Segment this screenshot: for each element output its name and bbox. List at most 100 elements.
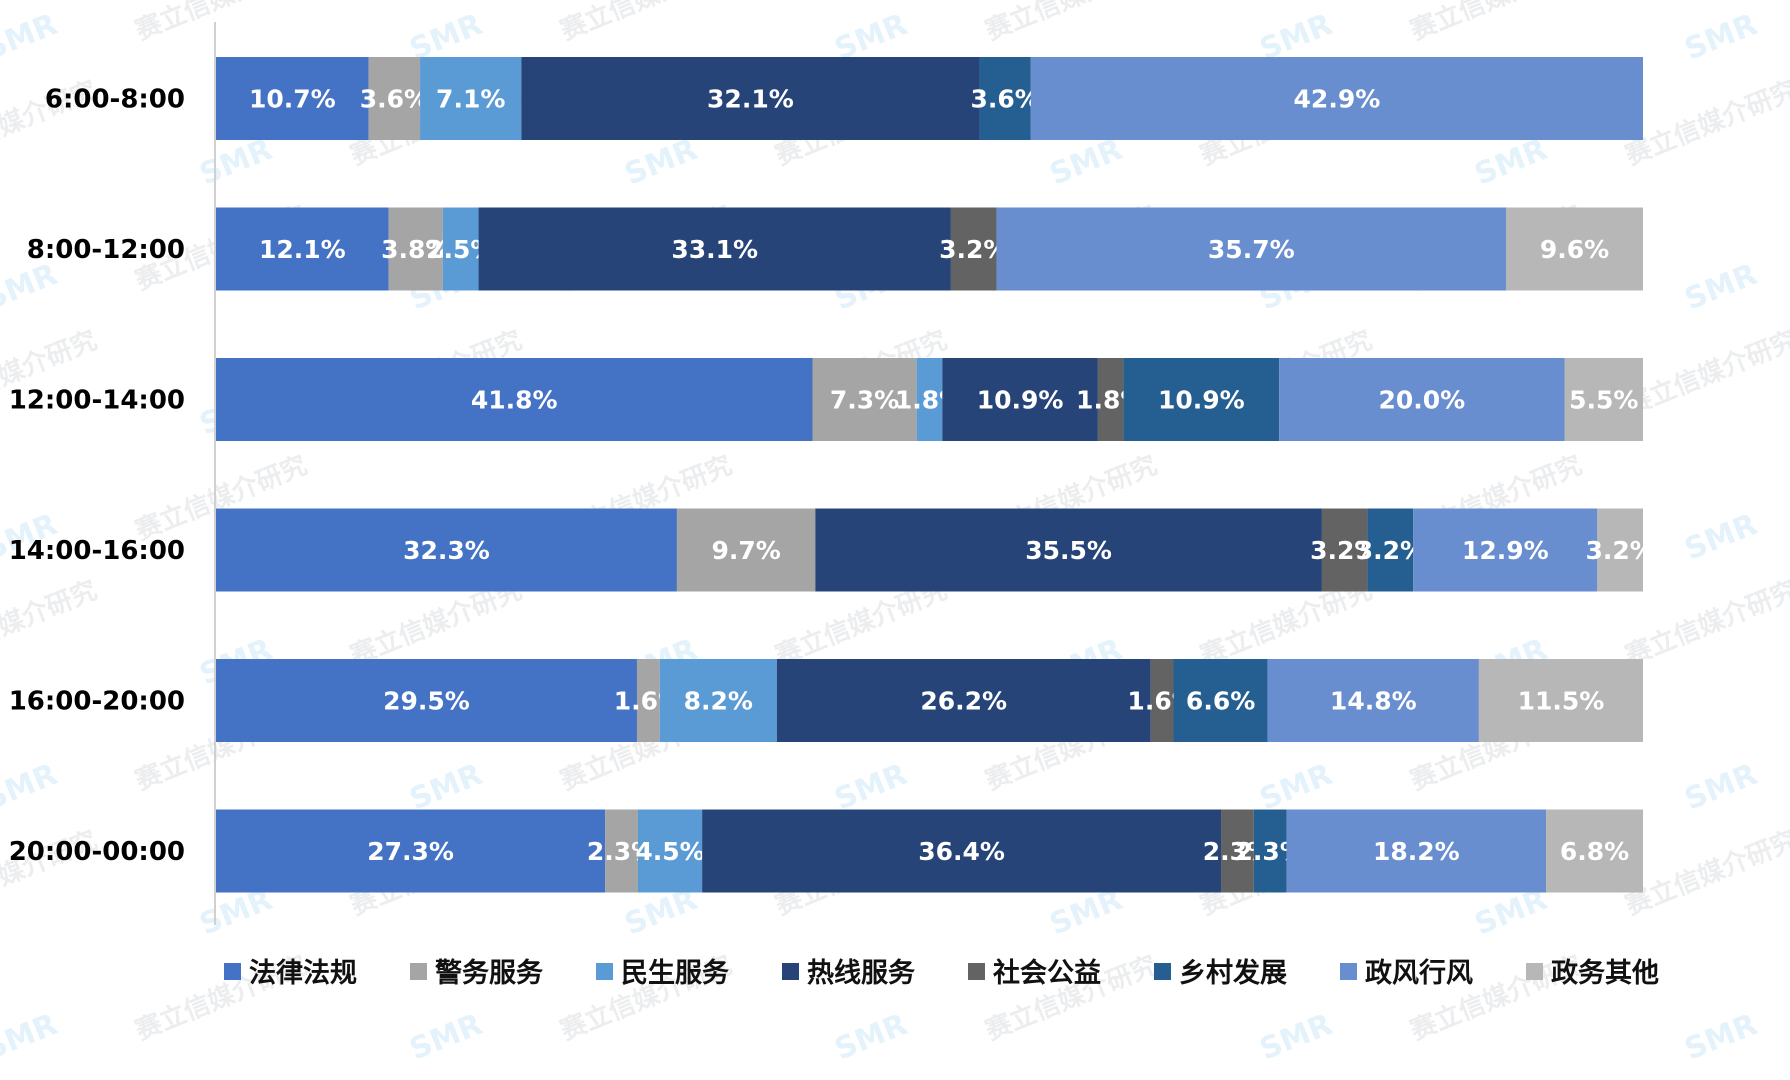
watermark-logo: SMR bbox=[620, 132, 702, 192]
watermark-logo: SMR bbox=[1045, 132, 1127, 192]
bar-segment bbox=[950, 207, 997, 291]
bar-segment bbox=[1546, 809, 1643, 893]
bar-segment bbox=[637, 809, 703, 893]
bar-segment bbox=[1286, 809, 1547, 893]
bar-segment bbox=[1506, 207, 1643, 291]
data-label: 8.2% bbox=[684, 687, 753, 716]
watermark-text: 赛立信媒介研究 bbox=[1405, 0, 1586, 47]
legend-label: 政风行风 bbox=[1365, 957, 1473, 989]
data-label: 12.1% bbox=[259, 235, 346, 264]
watermark-text: 赛立信媒介研究 bbox=[0, 575, 101, 672]
legend-swatch bbox=[1340, 963, 1357, 980]
bar-segment bbox=[216, 809, 606, 893]
data-label: 3.6% bbox=[360, 85, 429, 114]
watermark-logo: SMR bbox=[1680, 257, 1762, 317]
data-label: 42.9% bbox=[1294, 85, 1381, 114]
watermark-logo: SMR bbox=[0, 1007, 62, 1067]
watermark-text: 赛立信媒介研究 bbox=[1620, 825, 1790, 922]
data-label: 11.5% bbox=[1518, 687, 1605, 716]
bar-segment bbox=[1413, 508, 1598, 592]
bar-segment bbox=[1367, 508, 1414, 592]
legend: 法律法规 警务服务 民生服务 热线服务 社会公益 乡村发展 政风行风 政务其他 bbox=[224, 957, 1659, 989]
bar-segment bbox=[1267, 659, 1479, 742]
bar-segment bbox=[368, 57, 421, 140]
bar-segment bbox=[1597, 508, 1643, 592]
category-label: 8:00-12:00 bbox=[27, 235, 185, 265]
bar-segment bbox=[676, 508, 816, 592]
legend-label: 法律法规 bbox=[249, 958, 357, 989]
watermark-logo: SMR bbox=[195, 132, 277, 192]
data-label: 36.4% bbox=[918, 837, 1005, 866]
bar-segment bbox=[1221, 809, 1254, 893]
legend-label: 社会公益 bbox=[993, 957, 1101, 989]
bar-segment bbox=[916, 358, 943, 441]
bar-segment bbox=[1478, 659, 1643, 742]
data-label: 6.8% bbox=[1560, 837, 1629, 866]
watermark-logo: SMR bbox=[1255, 1007, 1337, 1067]
category-label: 6:00-8:00 bbox=[45, 85, 185, 115]
bar-segment bbox=[478, 207, 951, 291]
watermark-text: 赛立信媒介研究 bbox=[980, 0, 1161, 47]
data-label: 12.9% bbox=[1462, 536, 1549, 565]
category-label: 16:00-20:00 bbox=[9, 687, 185, 717]
bar-segment bbox=[216, 207, 389, 291]
category-label: 12:00-14:00 bbox=[9, 386, 185, 416]
watermark-logo: SMR bbox=[1680, 757, 1762, 817]
bar-segment bbox=[420, 57, 522, 140]
legend-swatch bbox=[224, 963, 241, 980]
bar-segment bbox=[1030, 57, 1643, 140]
data-label: 27.3% bbox=[367, 837, 454, 866]
bar-segment bbox=[812, 358, 917, 441]
bar-segment bbox=[1123, 358, 1280, 441]
data-label: 4.5% bbox=[635, 837, 704, 866]
watermark-logo: SMR bbox=[0, 257, 62, 317]
watermark-logo: SMR bbox=[0, 757, 62, 817]
watermark-text: 赛立信媒介研究 bbox=[1620, 325, 1790, 422]
watermark-logo: SMR bbox=[1680, 1007, 1762, 1067]
bar-segment bbox=[1150, 659, 1174, 742]
watermark-logo: SMR bbox=[1680, 507, 1762, 567]
data-label: 6.6% bbox=[1186, 687, 1255, 716]
watermark-logo: SMR bbox=[1470, 132, 1552, 192]
legend-label: 警务服务 bbox=[435, 958, 543, 989]
data-label: 9.7% bbox=[711, 536, 780, 565]
bar-segment bbox=[659, 659, 777, 742]
data-label: 32.1% bbox=[707, 85, 794, 114]
watermark-text: 赛立信媒介研究 bbox=[1620, 575, 1790, 672]
bar-segment bbox=[216, 508, 677, 592]
bar-segment bbox=[1097, 358, 1124, 441]
bar-segment bbox=[605, 809, 638, 893]
data-label: 32.3% bbox=[403, 536, 490, 565]
watermark-logo: SMR bbox=[1255, 757, 1337, 817]
bar-segment bbox=[216, 358, 813, 441]
watermark-logo: SMR bbox=[1680, 7, 1762, 67]
data-label: 3.6% bbox=[970, 85, 1039, 114]
legend-swatch bbox=[968, 963, 985, 980]
bar-segment bbox=[636, 659, 660, 742]
legend-label: 热线服务 bbox=[807, 958, 915, 989]
legend-swatch bbox=[1154, 963, 1171, 980]
bar-segment bbox=[1173, 659, 1268, 742]
watermark-logo: SMR bbox=[830, 1007, 912, 1067]
data-label: 3.8% bbox=[381, 235, 450, 264]
data-label: 35.5% bbox=[1025, 536, 1112, 565]
legend-label: 民生服务 bbox=[621, 958, 729, 989]
bar-segment bbox=[1253, 809, 1287, 893]
data-label: 18.2% bbox=[1373, 837, 1460, 866]
data-label: 9.6% bbox=[1540, 235, 1609, 264]
data-label: 29.5% bbox=[383, 687, 470, 716]
data-label: 3.2% bbox=[1585, 536, 1654, 565]
category-label: 20:00-00:00 bbox=[9, 837, 185, 867]
watermark-text: 赛立信媒介研究 bbox=[555, 0, 736, 47]
legend-swatch bbox=[596, 963, 613, 980]
data-label: 7.3% bbox=[830, 386, 899, 415]
legend-label: 政务其他 bbox=[1551, 958, 1659, 989]
data-label: 20.0% bbox=[1378, 386, 1465, 415]
bars-group: 10.7% 3.6% 7.1% 32.1% 3.6% 42.9%12.1% 3.8%2.5%… bbox=[216, 57, 1655, 893]
data-label: 10.9% bbox=[1158, 386, 1245, 415]
watermark-text: 赛立信媒介研究 bbox=[130, 0, 311, 47]
category-labels: 6:00-8:00 8:00-12:00 12:00-14:00 14:00-16:0… bbox=[9, 85, 185, 868]
bar-segment bbox=[216, 659, 637, 742]
bar-segment bbox=[942, 358, 1098, 441]
